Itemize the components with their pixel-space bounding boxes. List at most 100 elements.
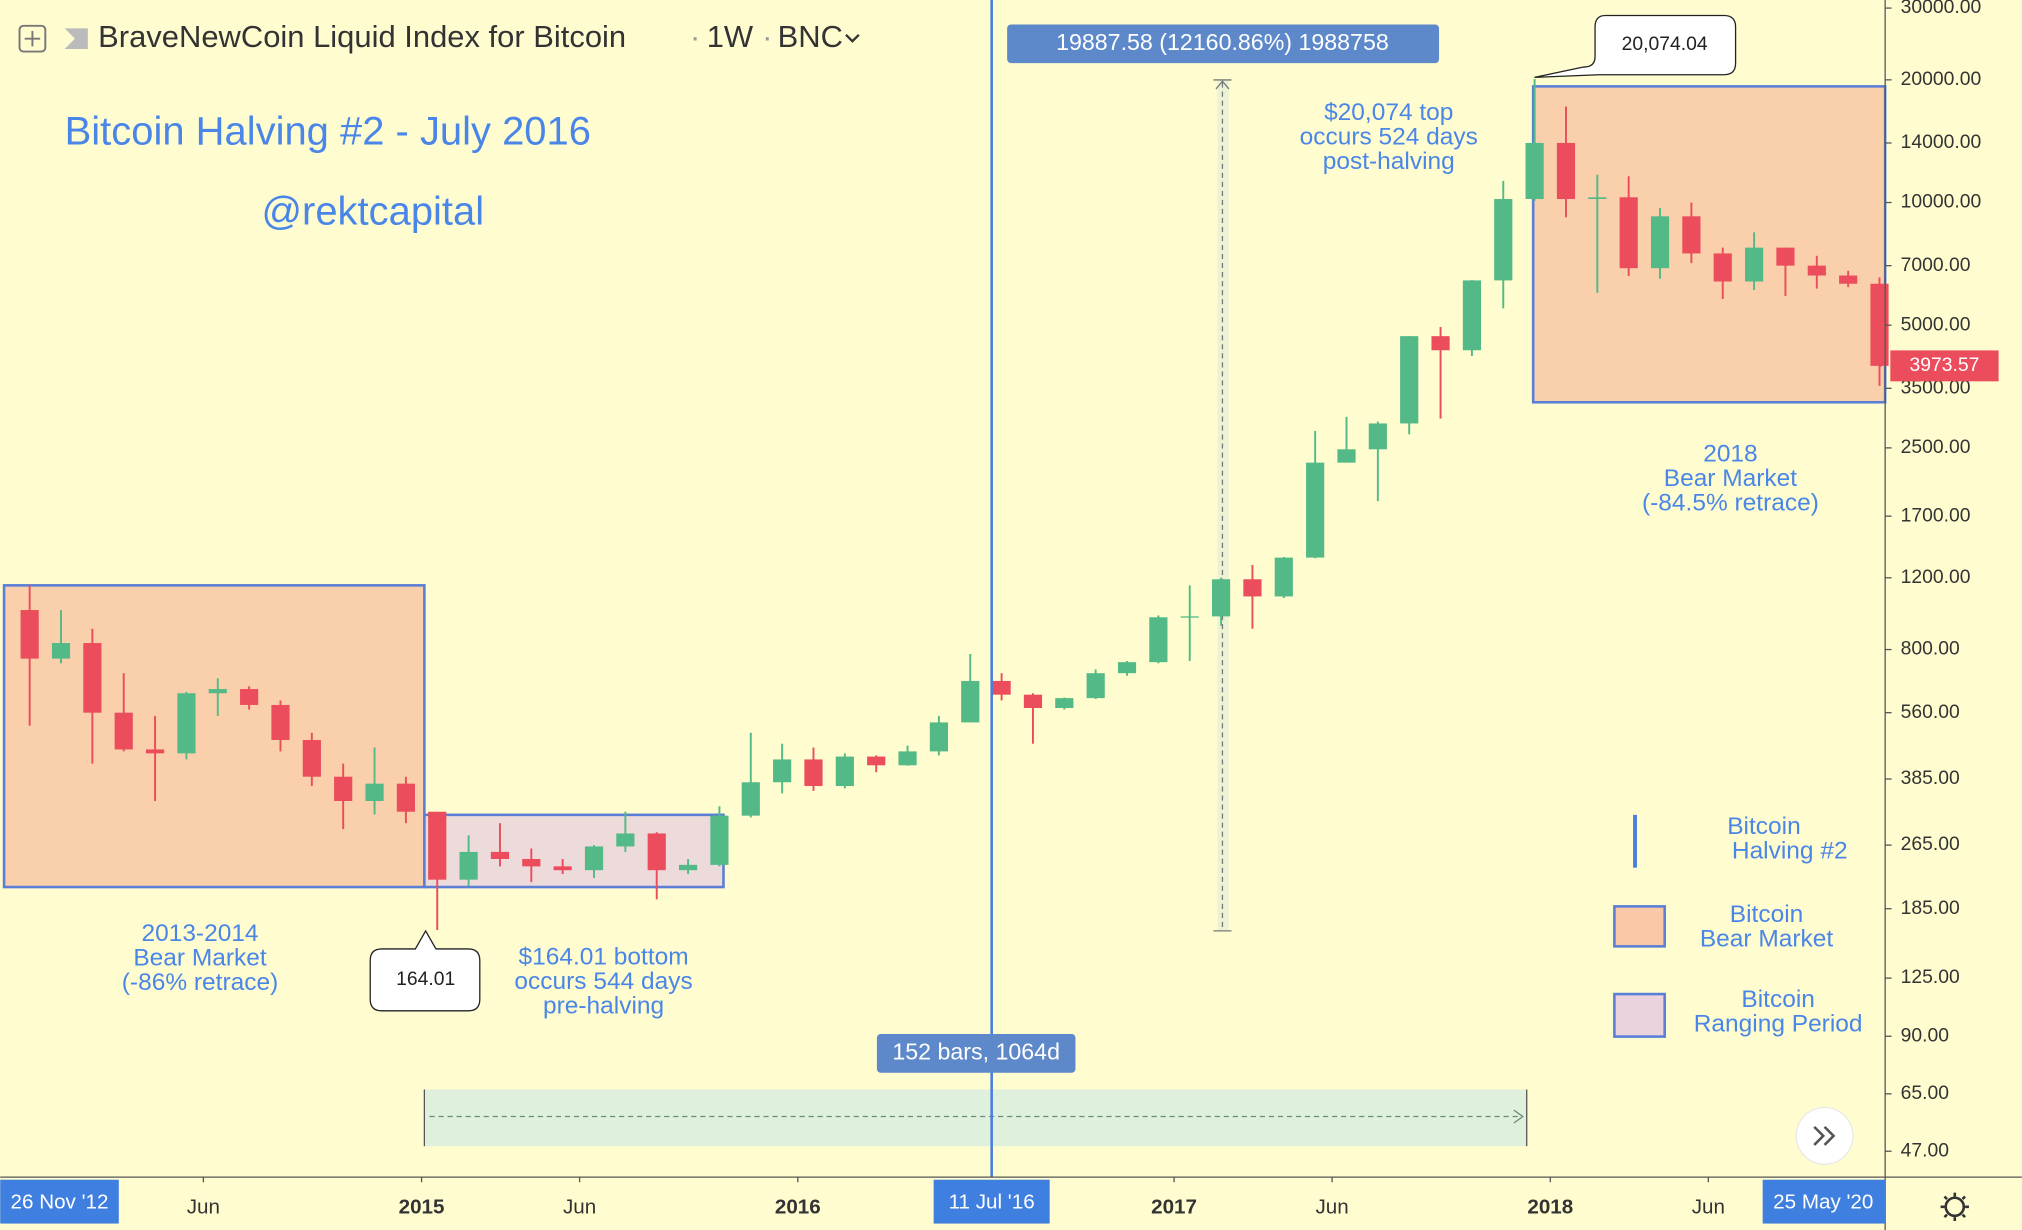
- candle-body: [1368, 423, 1387, 450]
- candle-body: [83, 643, 102, 713]
- candle-body: [1807, 265, 1826, 276]
- candle-body: [1650, 216, 1670, 269]
- annotation: (-84.5% retrace): [1642, 490, 1819, 517]
- x-tick-label: 2017: [1151, 1196, 1197, 1219]
- high-callout: [1534, 14, 1737, 79]
- candle-body: [1462, 280, 1482, 351]
- candle-body: [51, 643, 71, 659]
- x-tick-label: Jun: [1315, 1196, 1348, 1219]
- range-start-label: 26 Nov '12: [11, 1190, 109, 1213]
- candle-body: [20, 610, 39, 659]
- expand-icon: [24, 30, 41, 47]
- settings-icon: [1944, 1196, 1966, 1218]
- candle-body: [271, 704, 290, 740]
- y-tick-label: 265.00: [1901, 834, 1960, 855]
- annotation: 2013-2014: [141, 920, 258, 947]
- symbol-title: BraveNewCoin Liquid Index for Bitcoin: [98, 19, 626, 54]
- price-measure-area: [1217, 79, 1229, 931]
- interval[interactable]: 1W: [707, 19, 754, 54]
- measure-price-label: 19887.58 (12160.86%) 1988758: [1056, 29, 1389, 55]
- arrow: [1513, 1109, 1524, 1124]
- x-tick-label: 2016: [775, 1196, 821, 1219]
- candle-body: [773, 759, 792, 783]
- candle-body: [1086, 673, 1105, 699]
- candle-body: [428, 811, 447, 880]
- scroll-icon: [1813, 1125, 1836, 1146]
- candle-body: [1180, 616, 1199, 618]
- legend-label: Halving #2: [1732, 838, 1848, 865]
- candle-body: [490, 851, 510, 859]
- legend-swatch: [1613, 905, 1666, 948]
- annotation: post-halving: [1323, 148, 1455, 175]
- date-box: [933, 1179, 1050, 1224]
- expand-icon[interactable]: [18, 24, 47, 53]
- annotation: $164.01 bottom: [518, 943, 688, 970]
- x-tick-label: 2015: [399, 1196, 445, 1219]
- settings-icon[interactable]: [1940, 1192, 1969, 1221]
- candle-body: [1713, 253, 1732, 282]
- candle-body: [553, 866, 572, 871]
- y-tick-label: 7000.00: [1901, 255, 1971, 276]
- candle-body: [114, 712, 133, 750]
- time-measure-area: [424, 1089, 1527, 1147]
- candle-body: [334, 776, 353, 801]
- candle-body: [208, 689, 227, 694]
- y-tick-label: 800.00: [1901, 639, 1960, 660]
- candle-body: [1870, 283, 1889, 366]
- candle-body: [1556, 142, 1576, 200]
- legend-label: Bear Market: [1700, 925, 1834, 952]
- dropdown-icon[interactable]: [845, 33, 860, 43]
- candle-body: [710, 815, 729, 865]
- last-price-box: [1890, 350, 1999, 382]
- measure-price-box: [1007, 24, 1440, 64]
- candle-body: [804, 759, 823, 787]
- candle-body: [1149, 617, 1168, 663]
- candle-body: [867, 756, 886, 766]
- y-tick-label: 560.00: [1901, 702, 1960, 723]
- candle-body: [396, 783, 415, 812]
- annotation: occurs 544 days: [514, 968, 692, 995]
- date-box: [1762, 1179, 1886, 1224]
- y-tick-label: 185.00: [1901, 898, 1960, 919]
- y-tick-label: 1200.00: [1901, 567, 1971, 588]
- last-price-label: 3973.57: [1910, 355, 1980, 376]
- x-tick-label: Jun: [1692, 1196, 1725, 1219]
- candle-body: [1274, 557, 1293, 597]
- candle-body: [1619, 197, 1638, 269]
- candle-body: [1117, 662, 1137, 674]
- candle-body: [741, 782, 760, 816]
- candle-body: [1055, 698, 1074, 709]
- exchange: BNC: [778, 19, 843, 54]
- separator: ·: [762, 19, 772, 54]
- y-tick-label: 20000.00: [1901, 69, 1982, 90]
- candle-body: [1776, 247, 1795, 266]
- candle-body: [1839, 275, 1858, 284]
- candle-body: [177, 693, 196, 754]
- headline: Bitcoin Halving #2 - July 2016: [65, 110, 591, 154]
- halving-date-label: 11 Jul '16: [949, 1190, 1035, 1213]
- candle-body: [1745, 247, 1764, 282]
- y-tick-label: 65.00: [1901, 1083, 1949, 1104]
- legend-swatch: [1613, 992, 1666, 1038]
- y-tick-label: 2500.00: [1901, 437, 1971, 458]
- candle-body: [1494, 199, 1513, 281]
- measure-time-label: 152 bars, 1064d: [892, 1038, 1060, 1064]
- candle-body: [961, 680, 980, 723]
- measure-time-box: [876, 1034, 1076, 1073]
- y-tick-label: 90.00: [1901, 1025, 1949, 1046]
- plot-area: [20, 79, 1889, 931]
- candle-body: [1588, 197, 1607, 200]
- y-tick-label: 5000.00: [1901, 314, 1971, 335]
- separator: ·: [690, 19, 700, 54]
- date-box: [0, 1179, 119, 1224]
- candle-body: [898, 751, 917, 766]
- x-tick-label: Jun: [187, 1196, 220, 1219]
- candle-body: [678, 864, 698, 871]
- y-tick-label: 385.00: [1901, 768, 1960, 789]
- high-callout-text: 20,074.04: [1622, 34, 1708, 55]
- annotation: $20,074 top: [1324, 99, 1453, 126]
- legend-label: Bitcoin: [1741, 986, 1815, 1013]
- low-callout-text: 164.01: [396, 969, 455, 990]
